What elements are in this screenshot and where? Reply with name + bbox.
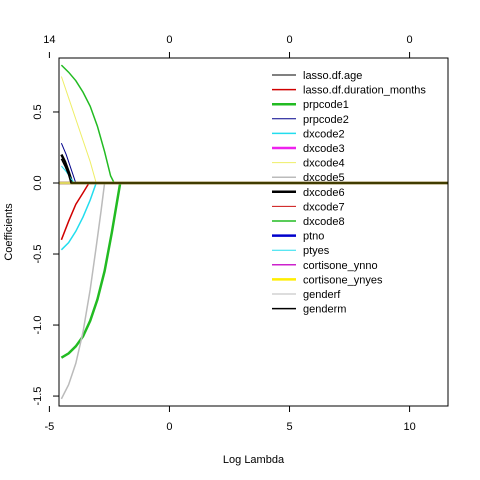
y-axis-title: Coefficients <box>3 203 15 261</box>
legend-label-1: lasso.df.duration_months <box>303 85 426 97</box>
legend-label-0: lasso.df.age <box>303 70 362 82</box>
top-tick-label-2: 0 <box>286 34 292 46</box>
legend-label-13: cortisone_ynno <box>303 260 378 272</box>
legend-label-16: genderm <box>303 304 346 316</box>
x-tick-label-2: 5 <box>286 421 292 433</box>
legend-label-2: prpcode1 <box>303 99 349 111</box>
axes-layer: -5 0 5 10 14 0 0 0 -1.5 -1.0 -0.5 0.0 0.5 <box>32 34 416 433</box>
y-tick-label-1: -1.0 <box>32 316 44 335</box>
y-tick-label-2: -0.5 <box>32 245 44 264</box>
x-tick-label-3: 10 <box>403 421 415 433</box>
top-tick-label-1: 0 <box>166 34 172 46</box>
legend-label-6: dxcode4 <box>303 158 345 170</box>
top-tick-label-3: 0 <box>407 34 413 46</box>
legend-label-9: dxcode7 <box>303 201 345 213</box>
series-line-2 <box>60 181 448 359</box>
legend-label-5: dxcode3 <box>303 143 345 155</box>
series-line-16 <box>60 158 448 184</box>
series-line-7 <box>60 182 448 400</box>
legend-label-11: ptno <box>303 231 324 243</box>
legend-label-4: dxcode2 <box>303 128 345 140</box>
legend: lasso.df.age lasso.df.duration_monthsprpc… <box>272 70 426 316</box>
legend-label-8: dxcode6 <box>303 187 345 199</box>
legend-label-15: genderf <box>303 289 341 301</box>
y-tick-label-3: 0.0 <box>32 175 44 190</box>
series-line-10 <box>60 64 448 184</box>
y-tick-label-4: 0.5 <box>32 104 44 119</box>
legend-label-12: ptyes <box>303 245 330 257</box>
legend-label-7: dxcode5 <box>303 172 345 184</box>
legend-label-14: cortisone_ynyes <box>303 274 383 286</box>
legend-label-10: dxcode8 <box>303 216 345 228</box>
plot-frame <box>58 57 449 407</box>
top-tick-label-0: 14 <box>43 34 55 46</box>
series-layer <box>59 64 448 400</box>
x-tick-label-0: -5 <box>45 421 55 433</box>
legend-label-3: prpcode2 <box>303 114 349 126</box>
x-tick-label-1: 0 <box>166 421 172 433</box>
y-tick-label-0: -1.5 <box>32 387 44 406</box>
x-axis-title: Log Lambda <box>223 454 285 466</box>
